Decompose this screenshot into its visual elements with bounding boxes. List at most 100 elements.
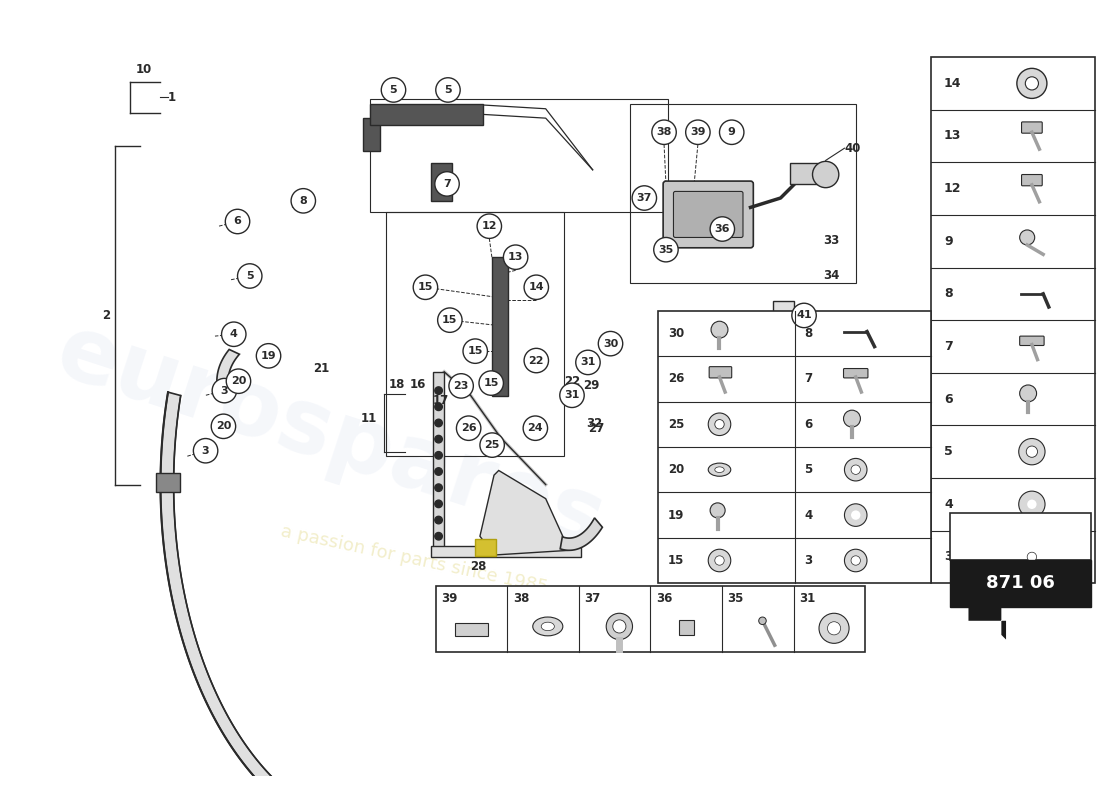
Circle shape — [292, 189, 316, 213]
Circle shape — [438, 308, 462, 332]
Text: 15: 15 — [418, 282, 433, 292]
Text: 7: 7 — [443, 179, 451, 189]
FancyBboxPatch shape — [433, 372, 444, 550]
FancyBboxPatch shape — [679, 620, 694, 635]
Circle shape — [434, 172, 460, 196]
Text: 30: 30 — [668, 327, 684, 340]
Circle shape — [226, 210, 250, 234]
Circle shape — [711, 503, 725, 518]
Text: 9: 9 — [944, 234, 953, 248]
Circle shape — [613, 620, 626, 633]
FancyBboxPatch shape — [370, 104, 483, 125]
Circle shape — [434, 451, 442, 459]
Circle shape — [256, 344, 280, 368]
FancyBboxPatch shape — [436, 586, 865, 652]
Text: 26: 26 — [668, 372, 684, 386]
Circle shape — [456, 416, 481, 440]
Circle shape — [480, 433, 504, 458]
FancyBboxPatch shape — [475, 539, 496, 556]
Circle shape — [524, 416, 548, 440]
Text: 12: 12 — [482, 221, 497, 231]
Text: 6: 6 — [944, 393, 953, 406]
Circle shape — [653, 238, 679, 262]
Circle shape — [845, 458, 867, 481]
FancyBboxPatch shape — [673, 191, 742, 238]
Ellipse shape — [541, 622, 554, 630]
Circle shape — [719, 120, 744, 145]
Circle shape — [845, 550, 867, 572]
Circle shape — [524, 275, 549, 299]
Text: 4: 4 — [944, 498, 953, 510]
Circle shape — [851, 465, 860, 474]
Circle shape — [211, 414, 235, 438]
Circle shape — [434, 387, 442, 394]
Circle shape — [820, 614, 849, 643]
Text: 39: 39 — [690, 127, 705, 138]
Text: 25: 25 — [484, 440, 499, 450]
Text: 14: 14 — [944, 77, 961, 90]
Text: 19: 19 — [261, 351, 276, 361]
Circle shape — [844, 410, 860, 427]
FancyBboxPatch shape — [1022, 174, 1042, 186]
FancyBboxPatch shape — [492, 257, 508, 396]
Circle shape — [463, 339, 487, 363]
Ellipse shape — [708, 463, 730, 476]
FancyBboxPatch shape — [931, 57, 1096, 583]
Circle shape — [434, 419, 442, 426]
Circle shape — [382, 78, 406, 102]
Text: 31: 31 — [564, 390, 580, 400]
Circle shape — [632, 186, 657, 210]
Circle shape — [434, 500, 442, 508]
Text: 4: 4 — [230, 330, 238, 339]
Circle shape — [1027, 499, 1036, 509]
Circle shape — [606, 614, 632, 639]
Circle shape — [478, 371, 504, 395]
Polygon shape — [480, 470, 569, 555]
FancyBboxPatch shape — [431, 163, 452, 201]
Text: 13: 13 — [944, 130, 961, 142]
Text: 31: 31 — [800, 592, 815, 605]
FancyBboxPatch shape — [949, 513, 1090, 560]
Polygon shape — [968, 606, 1006, 639]
Polygon shape — [560, 518, 603, 550]
Text: 7: 7 — [944, 340, 953, 353]
Circle shape — [1019, 544, 1045, 570]
Circle shape — [238, 264, 262, 288]
Text: 10: 10 — [135, 63, 152, 76]
Circle shape — [598, 331, 623, 356]
Circle shape — [434, 533, 442, 540]
Circle shape — [652, 120, 676, 145]
FancyBboxPatch shape — [156, 474, 180, 492]
Circle shape — [434, 468, 442, 475]
Circle shape — [711, 217, 735, 242]
FancyBboxPatch shape — [1020, 336, 1044, 346]
Text: 5: 5 — [389, 85, 397, 95]
Text: 3: 3 — [221, 386, 228, 396]
Text: 20: 20 — [216, 422, 231, 431]
Text: 31: 31 — [581, 358, 596, 367]
Text: a passion for parts since 1985: a passion for parts since 1985 — [279, 522, 549, 597]
Polygon shape — [217, 350, 240, 401]
Circle shape — [436, 78, 460, 102]
Circle shape — [715, 556, 724, 565]
Circle shape — [477, 214, 502, 238]
Circle shape — [851, 556, 860, 565]
Circle shape — [711, 322, 728, 338]
Circle shape — [1020, 230, 1035, 245]
Circle shape — [1020, 385, 1036, 402]
Text: 3: 3 — [944, 550, 953, 563]
Text: 4: 4 — [804, 509, 812, 522]
Text: 30: 30 — [603, 338, 618, 349]
Text: 8: 8 — [944, 287, 953, 300]
Circle shape — [524, 348, 549, 373]
Text: 15: 15 — [442, 315, 458, 325]
Circle shape — [504, 245, 528, 270]
Ellipse shape — [715, 467, 724, 473]
FancyBboxPatch shape — [659, 310, 931, 583]
Text: 24: 24 — [528, 423, 543, 433]
Text: 20: 20 — [231, 376, 246, 386]
FancyBboxPatch shape — [663, 181, 754, 248]
Circle shape — [792, 303, 816, 328]
Text: 26: 26 — [461, 423, 476, 433]
Text: 6: 6 — [804, 418, 812, 430]
